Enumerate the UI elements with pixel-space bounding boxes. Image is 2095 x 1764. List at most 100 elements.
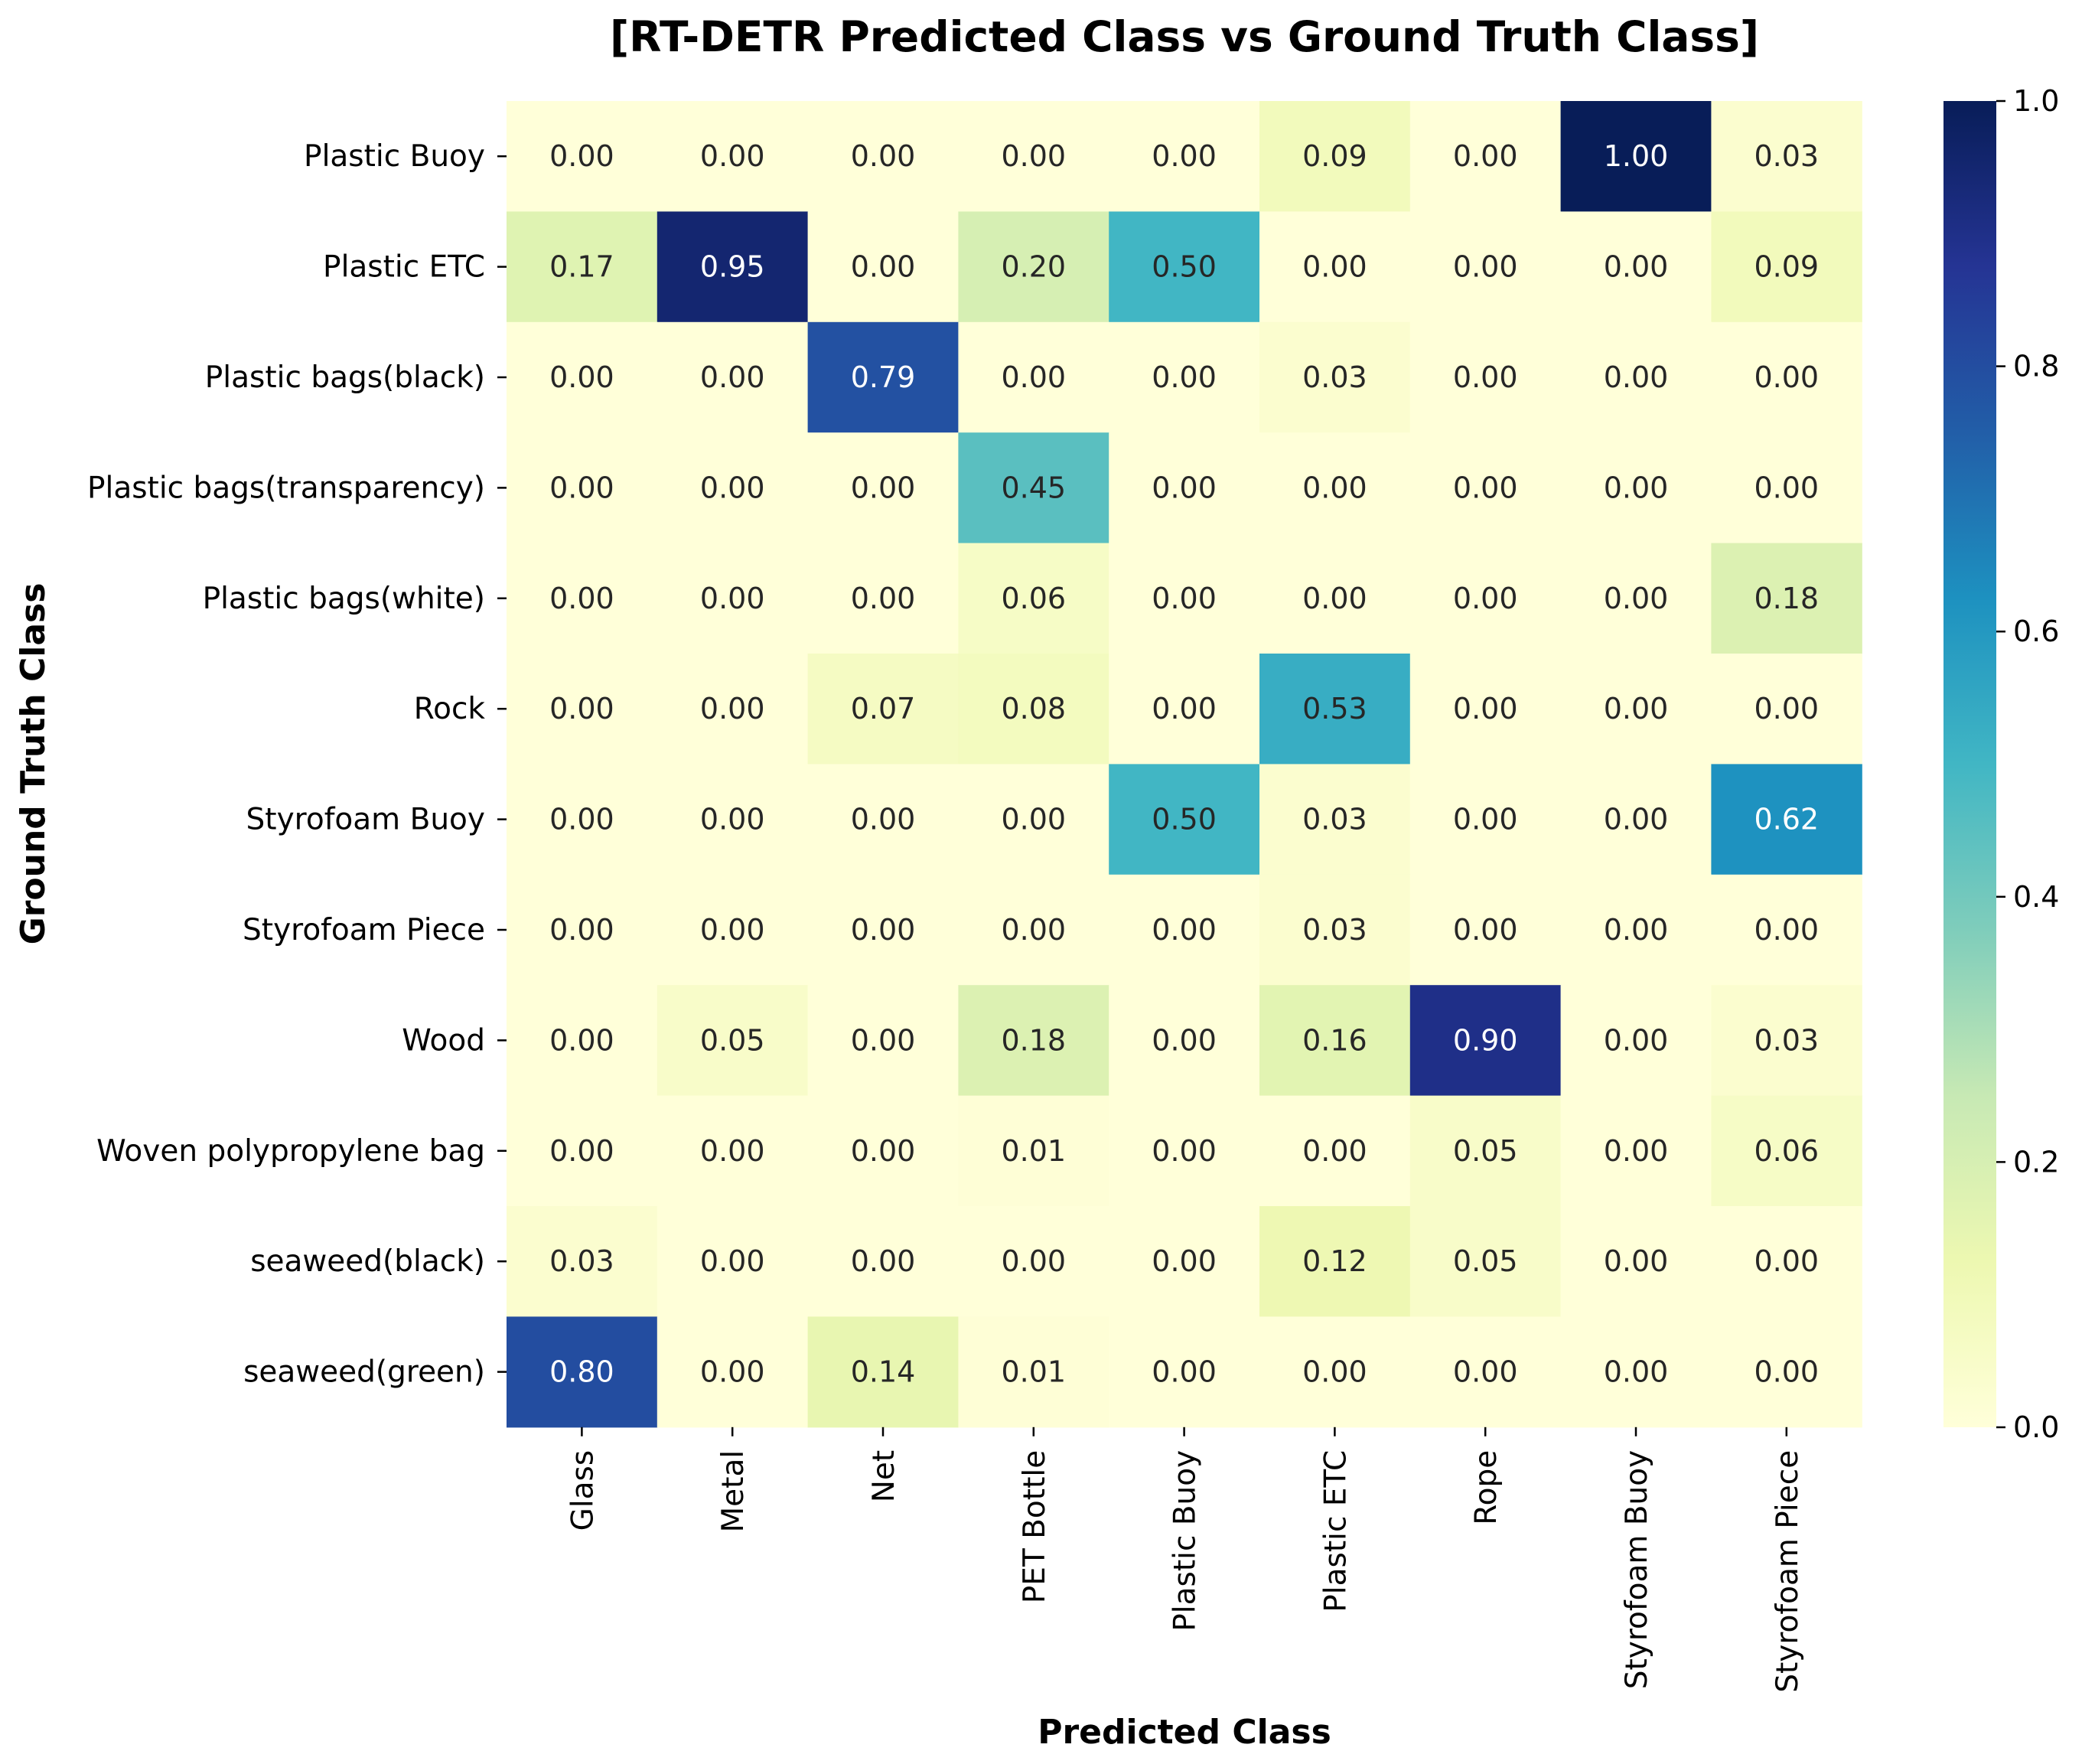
heatmap-cell bbox=[1409, 1206, 1562, 1317]
cell-value-label: 0.00 bbox=[851, 1023, 916, 1057]
y-tick-label: Wood bbox=[402, 1023, 485, 1058]
cell-value-label: 0.00 bbox=[549, 360, 614, 394]
x-tick-label: Styrofoam Buoy bbox=[1620, 1450, 1654, 1689]
heatmap-cell bbox=[1259, 101, 1411, 212]
heatmap-cell bbox=[657, 1206, 809, 1317]
cell-value-label: 0.00 bbox=[549, 1023, 614, 1057]
cell-value-label: 0.00 bbox=[1453, 250, 1518, 284]
heatmap-cell bbox=[807, 543, 959, 654]
cell-value-label: 0.00 bbox=[700, 1134, 765, 1168]
cell-value-label: 0.00 bbox=[851, 1244, 916, 1278]
heatmap-cell bbox=[1109, 874, 1260, 986]
heatmap-cell bbox=[1259, 1316, 1411, 1428]
heatmap-cell bbox=[1409, 874, 1562, 986]
cell-value-label: 0.00 bbox=[1453, 913, 1518, 947]
heatmap-cell bbox=[507, 1095, 658, 1207]
heatmap-cell bbox=[1259, 432, 1411, 544]
cell-value-label: 0.09 bbox=[1302, 139, 1367, 173]
y-tick-label: Plastic ETC bbox=[323, 250, 485, 285]
heatmap-cell bbox=[958, 874, 1109, 986]
colorbar-ticks: 0.0 0.2 0.4 0.6 0.8 1.0 bbox=[1996, 84, 2059, 1444]
cell-value-label: 0.16 bbox=[1302, 1023, 1367, 1057]
heatmap-cell bbox=[1409, 1316, 1562, 1428]
cell-value-label: 0.00 bbox=[851, 139, 916, 173]
heatmap-cell bbox=[1259, 321, 1411, 433]
heatmap-cell bbox=[507, 432, 658, 544]
heatmap-cell bbox=[1711, 654, 1862, 765]
cell-value-label: 0.00 bbox=[1152, 582, 1217, 615]
heatmap-cell bbox=[1560, 1095, 1712, 1207]
heatmap-cell bbox=[507, 1206, 658, 1317]
heatmap-cell bbox=[1259, 1095, 1411, 1207]
heatmap-cell bbox=[657, 874, 809, 986]
heatmap-cell bbox=[1109, 432, 1260, 544]
cell-value-label: 0.00 bbox=[700, 471, 765, 504]
heatmap-cell bbox=[807, 1316, 959, 1428]
cell-value-label: 0.79 bbox=[851, 360, 916, 394]
heatmap-cell bbox=[1560, 211, 1712, 323]
cell-value-label: 0.00 bbox=[549, 139, 614, 173]
cell-value-label: 0.00 bbox=[1152, 360, 1217, 394]
heatmap-cell bbox=[1109, 1316, 1260, 1428]
cell-value-label: 0.00 bbox=[549, 471, 614, 504]
cell-value-label: 0.00 bbox=[1302, 1134, 1367, 1168]
heatmap-cell bbox=[958, 985, 1109, 1097]
heatmap-cell bbox=[958, 1095, 1109, 1207]
cell-value-label: 0.06 bbox=[1754, 1134, 1819, 1168]
x-tick-label: PET Bottle bbox=[1018, 1450, 1052, 1603]
cell-value-label: 0.00 bbox=[1302, 1355, 1367, 1389]
heatmap-cell bbox=[1109, 764, 1260, 875]
heatmap-cell bbox=[1560, 1316, 1712, 1428]
cell-value-label: 0.00 bbox=[1001, 139, 1066, 173]
heatmap-cell bbox=[657, 543, 809, 654]
heatmap-cell bbox=[1409, 101, 1562, 212]
x-axis-ticks: Glass Metal Net PET Bottle Plastic Buoy Plast… bbox=[565, 1427, 1805, 1693]
cell-value-label: 0.00 bbox=[1604, 471, 1669, 504]
cell-value-label: 0.00 bbox=[1302, 471, 1367, 504]
cell-value-label: 0.95 bbox=[700, 250, 765, 284]
cell-value-label: 0.00 bbox=[700, 582, 765, 615]
heatmap-cell bbox=[1259, 1206, 1411, 1317]
cell-value-label: 0.00 bbox=[700, 139, 765, 173]
cell-value-label: 1.00 bbox=[1604, 139, 1669, 173]
heatmap-cell bbox=[958, 1206, 1109, 1317]
heatmap-cell bbox=[1259, 654, 1411, 765]
cell-value-label: 0.00 bbox=[1001, 360, 1066, 394]
heatmap-cell bbox=[1711, 1095, 1862, 1207]
cell-value-label: 0.03 bbox=[1754, 139, 1819, 173]
cell-value-label: 0.00 bbox=[700, 803, 765, 836]
cell-value-label: 0.50 bbox=[1152, 803, 1217, 836]
heatmap-cell bbox=[507, 543, 658, 654]
heatmap-cell bbox=[507, 101, 658, 212]
cell-value-label: 0.00 bbox=[1604, 1134, 1669, 1168]
y-tick-label: Plastic Buoy bbox=[304, 139, 485, 174]
heatmap-cell bbox=[1560, 985, 1712, 1097]
y-tick-label: Plastic bags(white) bbox=[203, 582, 485, 616]
cell-value-label: 0.00 bbox=[1453, 692, 1518, 725]
heatmap-cell bbox=[1409, 211, 1562, 323]
cell-value-label: 0.00 bbox=[1152, 1355, 1217, 1389]
cell-value-label: 0.14 bbox=[851, 1355, 916, 1389]
cell-value-label: 0.00 bbox=[1754, 471, 1819, 504]
cell-value-label: 0.62 bbox=[1754, 803, 1819, 836]
heatmap-cell bbox=[807, 764, 959, 875]
heatmap-cell bbox=[657, 101, 809, 212]
cell-value-label: 0.05 bbox=[700, 1023, 765, 1057]
cell-value-label: 0.00 bbox=[1604, 1244, 1669, 1278]
y-tick-label: seaweed(black) bbox=[250, 1244, 485, 1279]
cell-value-label: 0.00 bbox=[851, 250, 916, 284]
cell-value-label: 0.17 bbox=[549, 250, 614, 284]
heatmap-cell bbox=[1259, 874, 1411, 986]
cell-value-label: 0.45 bbox=[1001, 471, 1066, 504]
heatmap-cell bbox=[807, 1206, 959, 1317]
x-axis-title: Predicted Class bbox=[1038, 1713, 1331, 1752]
x-tick-label: Styrofoam Piece bbox=[1771, 1450, 1805, 1693]
heatmap-cell bbox=[1259, 543, 1411, 654]
x-tick-label: Glass bbox=[565, 1450, 600, 1531]
heatmap-cell bbox=[807, 101, 959, 212]
heatmap-cell bbox=[958, 764, 1109, 875]
heatmap-cell bbox=[657, 764, 809, 875]
heatmap-cell-labels: 0.00 0.00 0.00 0.00 0.00 0.09 0.00 1.00 0.03 0.17… bbox=[549, 139, 1819, 1388]
cell-value-label: 0.00 bbox=[1152, 471, 1217, 504]
